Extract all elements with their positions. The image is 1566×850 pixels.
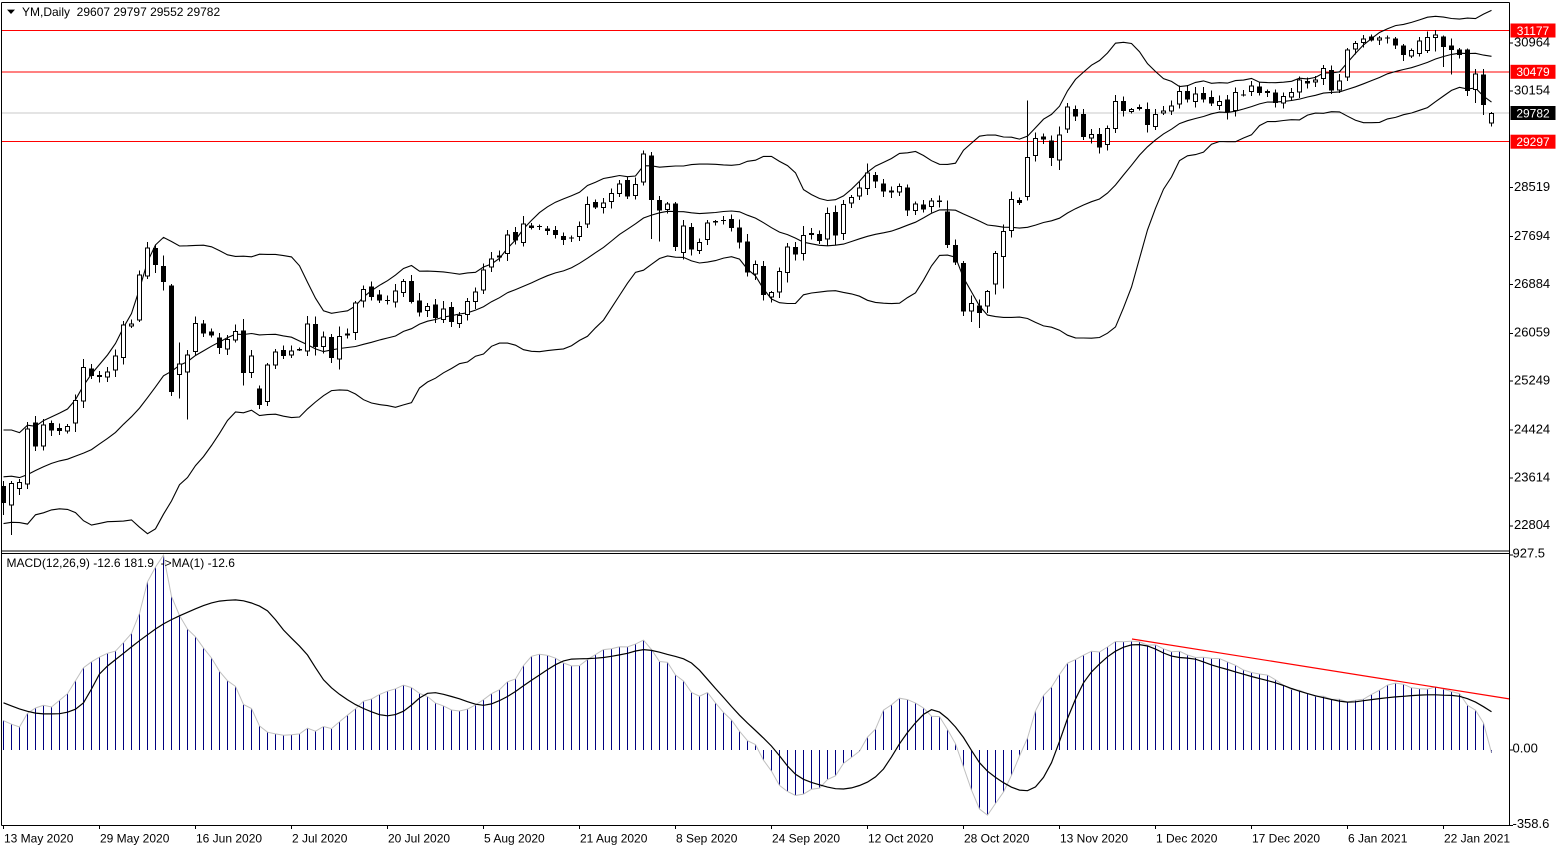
- svg-text:28519: 28519: [1514, 179, 1550, 194]
- svg-text:21 Aug 2020: 21 Aug 2020: [580, 832, 648, 846]
- svg-text:0.00: 0.00: [1513, 741, 1538, 756]
- svg-text:29297: 29297: [1516, 135, 1550, 149]
- svg-text:29 May 2020: 29 May 2020: [100, 832, 170, 846]
- svg-text:24424: 24424: [1514, 421, 1550, 436]
- svg-text:28 Oct 2020: 28 Oct 2020: [964, 832, 1030, 846]
- svg-text:30479: 30479: [1516, 65, 1550, 79]
- svg-text:2 Jul 2020: 2 Jul 2020: [292, 832, 348, 846]
- svg-text:1 Dec 2020: 1 Dec 2020: [1156, 832, 1218, 846]
- svg-text:20 Jul 2020: 20 Jul 2020: [388, 832, 450, 846]
- svg-text:30964: 30964: [1514, 34, 1550, 49]
- svg-text:23614: 23614: [1514, 469, 1550, 484]
- svg-text:6 Jan 2021: 6 Jan 2021: [1348, 832, 1408, 846]
- svg-text:13 Nov 2020: 13 Nov 2020: [1060, 832, 1128, 846]
- svg-text:8 Sep 2020: 8 Sep 2020: [676, 832, 738, 846]
- svg-text:16 Jun 2020: 16 Jun 2020: [196, 832, 262, 846]
- svg-text:22 Jan 2021: 22 Jan 2021: [1444, 832, 1510, 846]
- svg-text:27694: 27694: [1514, 228, 1550, 243]
- svg-text:30154: 30154: [1514, 82, 1550, 97]
- svg-text:26884: 26884: [1514, 276, 1550, 291]
- svg-text:12 Oct 2020: 12 Oct 2020: [868, 832, 934, 846]
- svg-text:26059: 26059: [1514, 325, 1550, 340]
- svg-text:22804: 22804: [1514, 517, 1550, 532]
- svg-text:25249: 25249: [1514, 373, 1550, 388]
- svg-text:31177: 31177: [1517, 24, 1550, 38]
- svg-text:MACD(12,26,9) -12.6 181.9 ->M: MACD(12,26,9) -12.6 181.9 ->MA(1) -12.6: [7, 556, 236, 570]
- svg-text:YM,Daily 29607 29797 29552 29: YM,Daily 29607 29797 29552 29782: [22, 5, 220, 19]
- svg-text:5 Aug 2020: 5 Aug 2020: [484, 832, 545, 846]
- svg-text:17 Dec 2020: 17 Dec 2020: [1252, 832, 1320, 846]
- svg-text:29782: 29782: [1516, 106, 1550, 120]
- svg-text:13 May 2020: 13 May 2020: [4, 832, 74, 846]
- svg-text:-358.6: -358.6: [1513, 816, 1550, 831]
- svg-text:927.5: 927.5: [1513, 546, 1546, 561]
- svg-text:24 Sep 2020: 24 Sep 2020: [772, 832, 840, 846]
